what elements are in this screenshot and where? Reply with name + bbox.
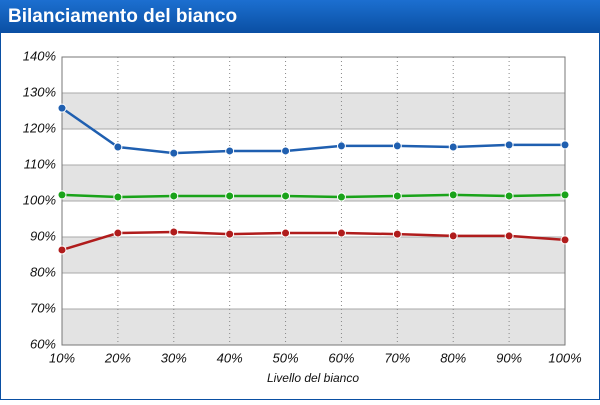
data-point xyxy=(336,141,346,151)
data-point xyxy=(560,235,570,245)
data-point xyxy=(225,191,235,201)
x-tick-label: 80% xyxy=(440,350,466,365)
data-point xyxy=(169,191,179,201)
y-tick-label: 100% xyxy=(23,192,56,207)
data-point xyxy=(225,229,235,239)
y-tick-label: 90% xyxy=(30,228,56,243)
data-point xyxy=(392,191,402,201)
series-line xyxy=(61,193,566,199)
data-point xyxy=(281,228,291,238)
header xyxy=(0,0,600,33)
y-tick-label: 140% xyxy=(23,48,56,63)
data-point xyxy=(57,103,67,113)
data-point xyxy=(448,142,458,152)
series-line xyxy=(61,230,566,252)
y-tick-label: 70% xyxy=(30,300,56,315)
data-point xyxy=(448,190,458,200)
data-point xyxy=(504,140,514,150)
x-tick-label: 20% xyxy=(104,350,131,365)
x-tick-label: 60% xyxy=(328,350,354,365)
data-point xyxy=(113,228,123,238)
y-tick-label: 130% xyxy=(23,84,56,99)
y-tick-label: 110% xyxy=(24,156,56,171)
data-point xyxy=(57,245,67,255)
series-line xyxy=(61,107,565,155)
y-tick-label: 120% xyxy=(23,120,56,135)
data-point xyxy=(281,146,291,156)
data-point xyxy=(504,191,514,201)
plot-border xyxy=(61,56,566,346)
data-point xyxy=(504,231,514,241)
grid-band xyxy=(62,237,565,273)
x-tick-label: 100% xyxy=(548,350,581,365)
data-point xyxy=(113,142,123,152)
x-tick-label: 70% xyxy=(384,350,410,365)
data-point xyxy=(392,141,402,151)
data-point xyxy=(281,191,291,201)
data-point xyxy=(113,192,123,202)
x-axis-label: Livello del bianco xyxy=(267,371,359,385)
x-tick-label: 50% xyxy=(273,350,299,365)
grid-band xyxy=(62,309,565,345)
data-point xyxy=(560,190,570,200)
data-point xyxy=(169,148,179,158)
data-point xyxy=(560,140,570,150)
y-tick-label: 80% xyxy=(30,264,56,279)
data-point xyxy=(169,227,179,237)
grid-band xyxy=(62,93,565,129)
data-point xyxy=(57,190,67,200)
x-tick-label: 90% xyxy=(496,350,522,365)
x-tick-label: 30% xyxy=(161,350,187,365)
data-point xyxy=(448,231,458,241)
data-point xyxy=(392,229,402,239)
data-point xyxy=(336,192,346,202)
x-tick-label: 10% xyxy=(49,350,75,365)
data-point xyxy=(225,146,235,156)
x-tick-label: 40% xyxy=(217,350,243,365)
y-tick-label: 60% xyxy=(30,336,56,351)
chart-title: Bilanciamento del bianco xyxy=(8,6,237,27)
data-point xyxy=(336,228,346,238)
